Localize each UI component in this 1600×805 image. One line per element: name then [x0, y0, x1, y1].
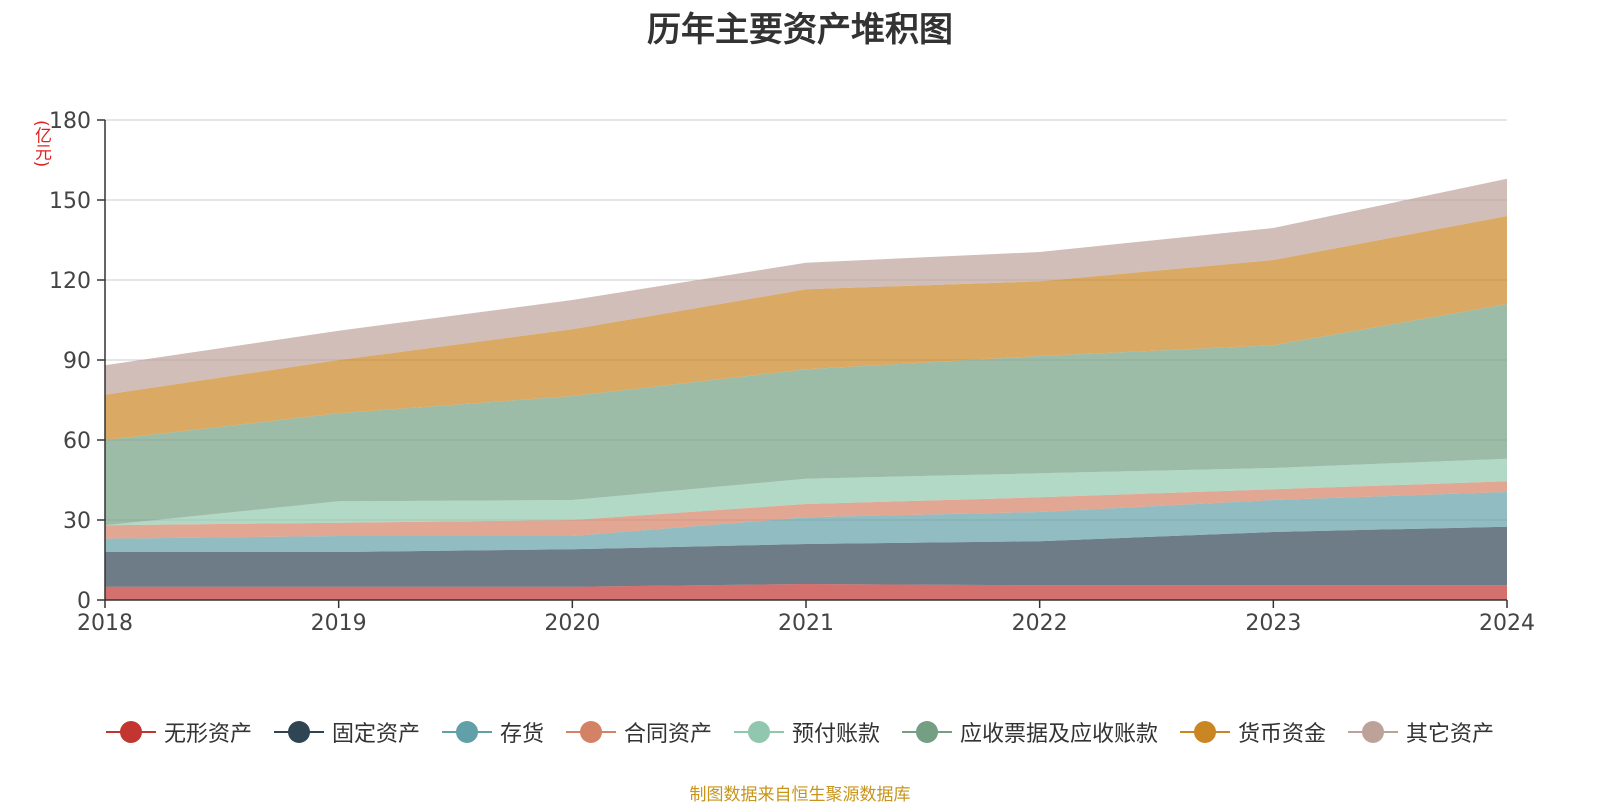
legend-label: 存货: [499, 722, 544, 747]
y-tick-label: 60: [63, 429, 91, 454]
area-应收票据及应收账款: [105, 304, 1507, 526]
legend-label: 应收票据及应收账款: [960, 722, 1159, 747]
legend-item[interactable]: 其它资产: [1348, 716, 1494, 748]
legend-item[interactable]: 预付账款: [734, 716, 880, 748]
legend-item[interactable]: 合同资产: [565, 716, 712, 748]
area-合同资产: [105, 481, 1507, 539]
legend-marker-icon: [734, 720, 784, 744]
legend-item[interactable]: 无形资产: [105, 716, 252, 748]
source-note: 制图数据来自恒生聚源数据库: [689, 785, 911, 805]
chart-title: 历年主要资产堆积图: [647, 10, 953, 50]
legend-marker-icon: [1180, 720, 1231, 744]
x-tick-label: 2020: [544, 611, 600, 636]
legend-marker-icon: [902, 720, 953, 744]
y-tick-label: 90: [63, 349, 91, 374]
legend-item[interactable]: 货币资金: [1180, 716, 1326, 748]
area-预付账款: [105, 458, 1507, 526]
area-固定资产: [105, 526, 1507, 587]
axes: 0 30 60 90 120 150 180 2018 2019 2020 2021 2022 2023…: [49, 109, 1535, 636]
area-无形资产: [105, 584, 1507, 600]
legend-label: 固定资产: [331, 722, 420, 747]
y-axis-unit: (亿元): [31, 120, 51, 168]
x-tick-label: 2018: [77, 611, 133, 636]
x-tick-label: 2019: [311, 611, 367, 636]
legend-marker-icon: [273, 720, 324, 744]
legend-marker-icon: [1348, 720, 1399, 744]
x-tick-label: 2021: [778, 611, 834, 636]
area-货币资金: [105, 216, 1507, 440]
area-其它资产: [105, 178, 1507, 395]
y-tick-label: 0: [77, 589, 91, 614]
y-tick-label: 150: [49, 189, 91, 214]
y-tick-label: 30: [63, 509, 91, 534]
x-tick-label: 2023: [1245, 611, 1301, 636]
legend-label: 无形资产: [163, 722, 252, 747]
legend-marker-icon: [105, 720, 156, 744]
x-tick-label: 2024: [1479, 611, 1535, 636]
legend-marker-icon: [565, 720, 616, 744]
legend-label: 合同资产: [623, 722, 712, 747]
legend-label: 货币资金: [1238, 722, 1327, 747]
stacked-areas: [105, 178, 1507, 600]
y-tick-label: 120: [49, 269, 91, 294]
legend-marker-icon: [441, 720, 492, 744]
legend-label: 预付账款: [792, 722, 881, 747]
y-tick-label: 180: [49, 109, 91, 134]
legend-item[interactable]: 应收票据及应收账款: [902, 716, 1158, 748]
area-存货: [105, 492, 1507, 552]
legend-item[interactable]: 固定资产: [273, 716, 420, 748]
legend-item[interactable]: 存货: [441, 716, 544, 748]
legend: 无形资产 固定资产 存货 合同资产 预付账款 应收票据及应收账款 货币资金 其它资产: [0, 716, 1600, 748]
x-tick-label: 2022: [1012, 611, 1068, 636]
legend-label: 其它资产: [1406, 722, 1495, 747]
